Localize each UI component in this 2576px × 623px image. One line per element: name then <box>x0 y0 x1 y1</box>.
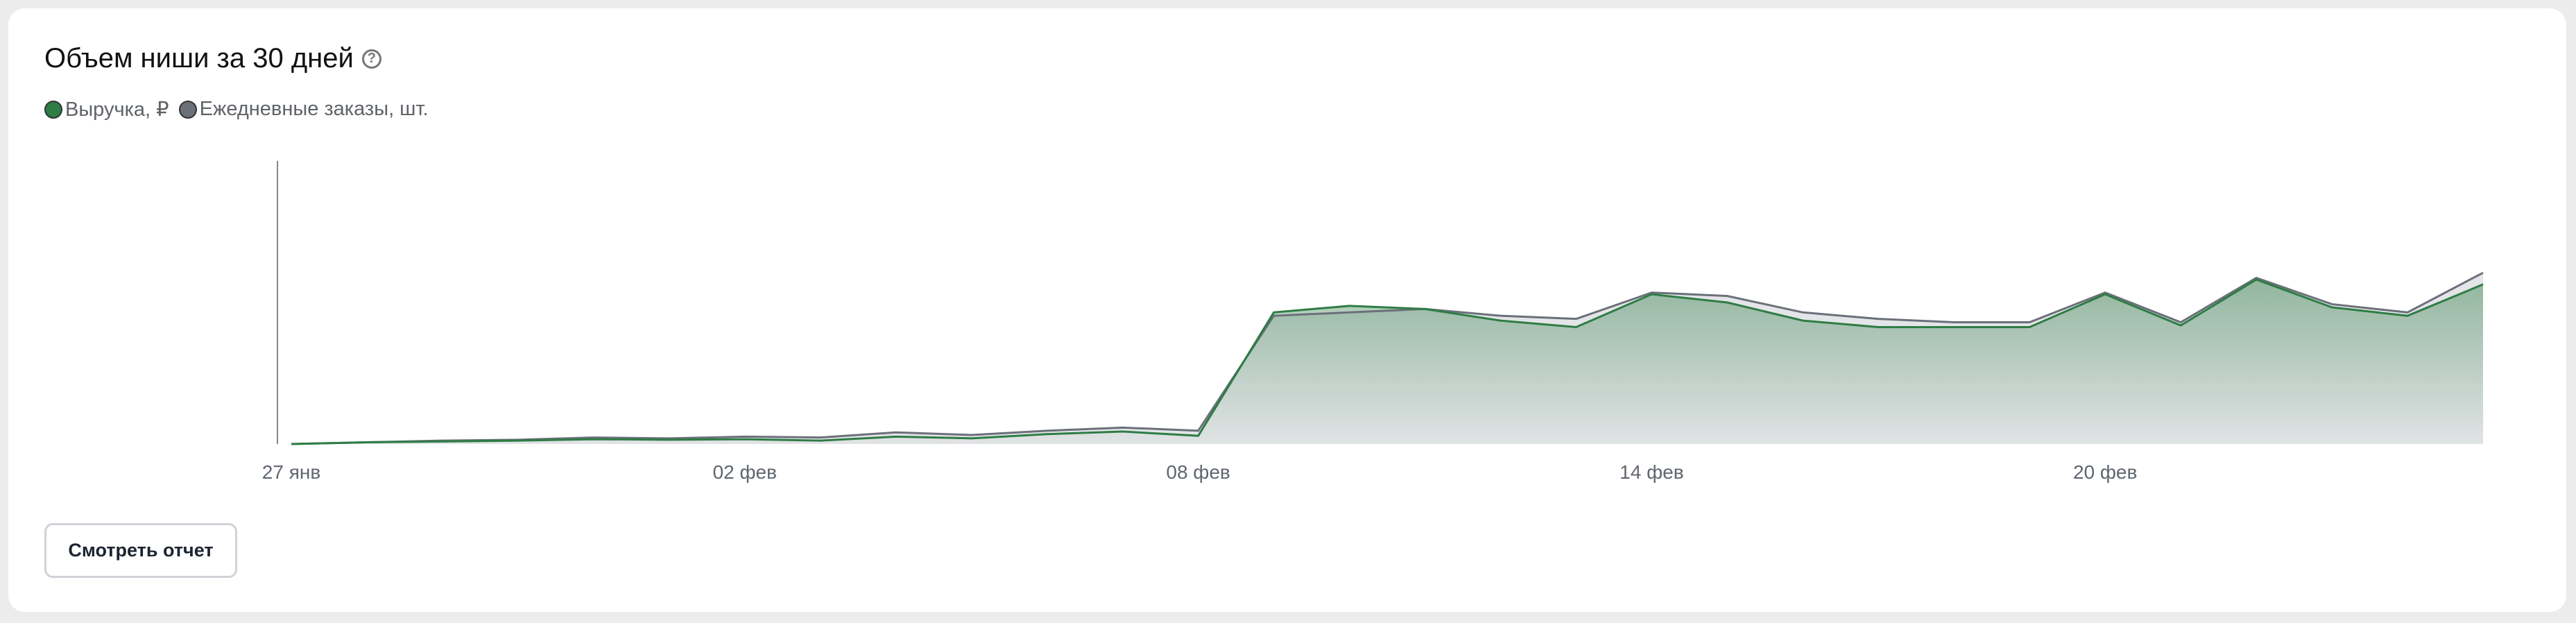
legend-dot-orders <box>178 100 197 119</box>
x-tick-label: 02 фев <box>713 461 777 483</box>
legend-label-orders: Ежедневные заказы, шт. <box>199 98 429 120</box>
x-tick-label: 14 фев <box>1620 461 1683 483</box>
line-series-0 <box>291 278 2484 445</box>
chart-title-row: Объем ниши за 30 дней ? <box>44 43 381 74</box>
x-tick-label: 27 янв <box>262 461 320 483</box>
area-series-0 <box>291 279 2483 444</box>
chart-legend: Выручка, ₽ Ежедневные заказы, шт. <box>44 97 429 121</box>
x-tick-label: 20 фев <box>2073 461 2137 483</box>
line-series-1 <box>291 271 2484 445</box>
legend-dot-revenue <box>44 100 62 119</box>
legend-item-orders[interactable]: Ежедневные заказы, шт. <box>178 97 429 121</box>
chart-title: Объем ниши за 30 дней <box>44 43 354 74</box>
question-circle-icon[interactable]: ? <box>361 49 381 69</box>
x-tick-label: 08 фев <box>1166 461 1230 483</box>
view-report-button[interactable]: Смотреть отчет <box>44 523 237 578</box>
legend-label-revenue: Выручка, ₽ <box>65 99 169 121</box>
legend-item-revenue[interactable]: Выручка, ₽ <box>44 97 169 121</box>
